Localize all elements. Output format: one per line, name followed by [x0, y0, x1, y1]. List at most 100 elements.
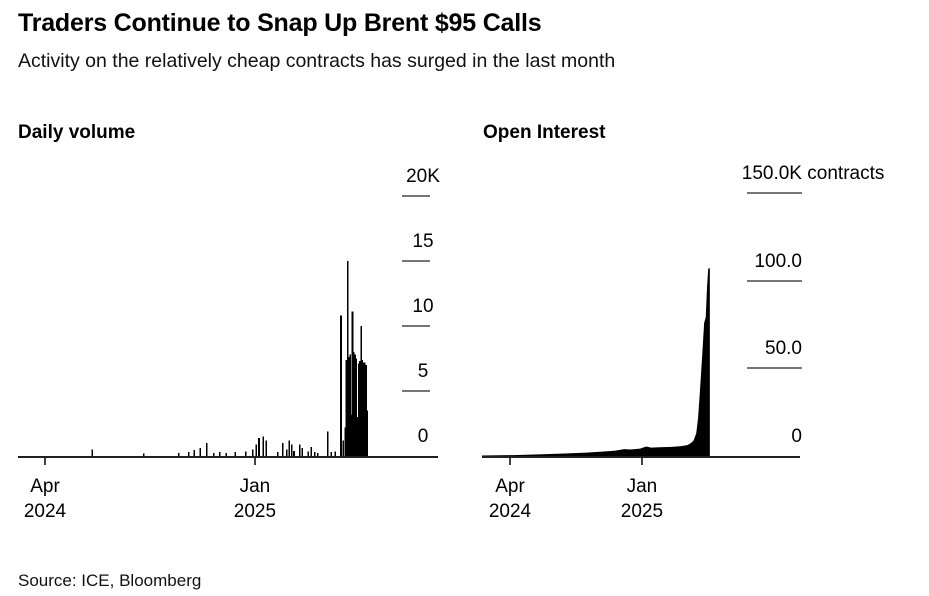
volume-bar — [342, 440, 344, 456]
volume-bar — [330, 452, 332, 456]
volume-bar — [258, 437, 260, 456]
y-axis-tick — [402, 325, 430, 327]
y-axis-label: 10 — [412, 296, 434, 317]
x-axis-label-year: 2024 — [23, 501, 67, 522]
x-axis-tick — [640, 458, 643, 465]
volume-bar — [252, 449, 254, 456]
volume-bar — [219, 452, 221, 456]
y-axis-value: 0 — [791, 426, 802, 447]
volume-bar — [307, 451, 309, 456]
y-axis-value: 150.0K — [741, 163, 802, 185]
volume-bar — [334, 451, 337, 456]
page-subtitle: Activity on the relatively cheap contrac… — [18, 50, 616, 72]
volume-bar — [340, 315, 342, 456]
volume-bar — [364, 362, 366, 456]
y-axis-tick — [402, 195, 430, 197]
volume-bar — [345, 359, 348, 456]
open-interest-chart: 150.0K contracts 100.0 50.0 0 Apr 2024 Jan 2025 — [482, 163, 929, 540]
volume-bar — [317, 452, 319, 456]
open-interest-header: Open Interest — [483, 122, 606, 143]
volume-bar — [255, 444, 257, 456]
daily-volume-header: Daily volume — [18, 122, 136, 143]
volume-bar — [366, 410, 369, 456]
x-axis-label: Apr 2024 — [0, 474, 90, 524]
volume-bar — [212, 452, 215, 456]
volume-bar — [299, 444, 301, 456]
y-axis-value: 100.0 — [754, 250, 802, 272]
volume-bar — [225, 452, 227, 456]
x-axis-baseline — [18, 456, 438, 458]
y-axis-value: 50.0 — [765, 338, 802, 360]
x-axis-label-month: Jan — [239, 476, 271, 497]
volume-bar — [282, 443, 284, 456]
volume-bar — [344, 427, 346, 456]
x-axis-label-month: Apr — [30, 476, 60, 497]
y-axis-label: 0 — [722, 426, 802, 448]
volume-bar — [357, 363, 360, 456]
x-axis-tick — [253, 458, 256, 465]
y-axis-tick — [402, 260, 430, 262]
volume-bar — [348, 357, 350, 456]
volume-bar — [285, 449, 288, 456]
y-axis-label: 5 — [417, 361, 429, 382]
x-axis-label-month: Apr — [495, 476, 525, 497]
x-axis-label: Jan 2025 — [597, 474, 687, 524]
volume-bar — [356, 417, 359, 456]
volume-bar — [361, 359, 364, 456]
volume-bar — [350, 414, 353, 456]
x-axis-baseline — [482, 456, 800, 458]
volume-bar — [288, 440, 290, 456]
volume-bar — [265, 440, 268, 456]
volume-bar — [346, 261, 349, 456]
y-axis-label: 100.0 — [722, 251, 802, 273]
volume-bar — [313, 452, 316, 456]
volume-bar — [187, 452, 190, 456]
volume-bar — [354, 354, 356, 456]
volume-bar — [142, 453, 145, 456]
y-axis-tick — [402, 390, 430, 392]
volume-bar — [365, 365, 367, 456]
x-axis-label-year: 2024 — [488, 501, 532, 522]
y-axis-tick — [747, 192, 802, 194]
x-axis-tick — [508, 458, 511, 465]
volume-bar — [359, 361, 361, 456]
volume-bar — [301, 448, 304, 456]
x-axis-label-month: Jan — [626, 476, 658, 497]
daily-volume-chart: 20K 15 10 5 0 Apr 2024 Jan 2025 — [18, 166, 468, 540]
y-axis-label: 50.0 — [722, 338, 802, 360]
open-interest-area — [482, 268, 710, 456]
volume-bar — [293, 450, 295, 456]
y-axis-label: 15 — [412, 231, 434, 252]
volume-bar — [205, 443, 208, 456]
volume-bar — [262, 436, 264, 456]
x-axis-tick — [43, 458, 46, 465]
volume-bar — [351, 311, 354, 456]
y-axis-label: 150.0K contracts — [722, 163, 885, 185]
volume-bar — [276, 452, 279, 456]
volume-bar — [362, 362, 365, 456]
x-axis-label: Apr 2024 — [465, 474, 555, 524]
source-note: Source: ICE, Bloomberg — [18, 571, 202, 590]
volume-bar — [91, 449, 93, 456]
y-axis-label: 0 — [417, 426, 429, 447]
volume-bar — [349, 354, 351, 456]
volume-bar — [290, 444, 293, 456]
daily-volume-plot — [18, 261, 438, 458]
y-axis-tick — [747, 279, 802, 282]
x-axis-label-year: 2025 — [620, 501, 664, 522]
x-axis-label-year: 2025 — [233, 501, 277, 522]
volume-bar — [360, 326, 362, 456]
volume-bar — [245, 451, 247, 456]
volume-bar — [234, 452, 236, 456]
volume-bar — [310, 446, 313, 456]
page-title: Traders Continue to Snap Up Brent $95 Ca… — [18, 9, 542, 37]
volume-bar — [199, 448, 201, 456]
x-axis-label: Jan 2025 — [210, 474, 300, 524]
open-interest-plot — [482, 268, 800, 458]
y-axis-unit: contracts — [802, 163, 885, 185]
volume-bar — [327, 431, 329, 456]
y-axis-tick — [747, 367, 802, 370]
volume-bar — [352, 352, 355, 456]
volume-bar — [177, 452, 180, 456]
